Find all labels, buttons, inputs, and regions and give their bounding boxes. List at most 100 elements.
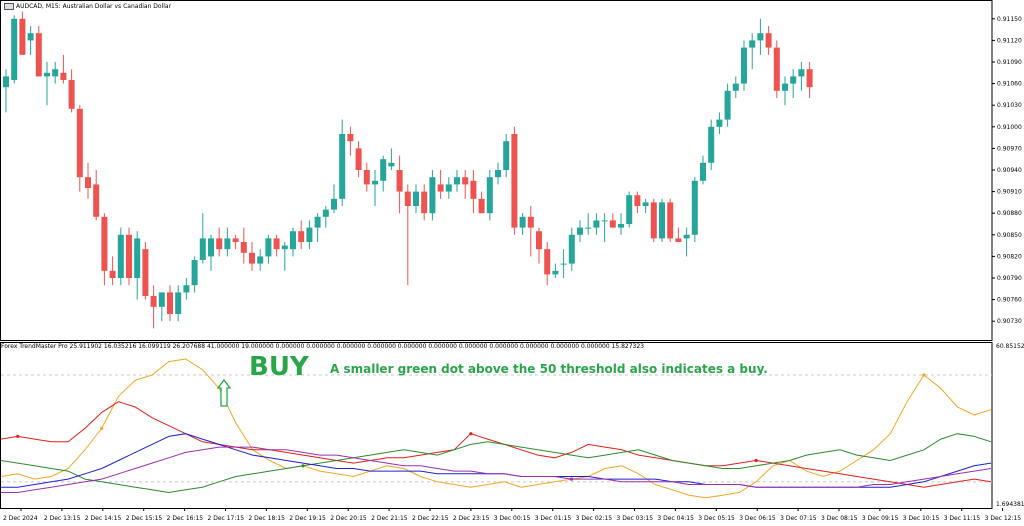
time-tick-label: 2 Dec 22:15 bbox=[412, 515, 449, 522]
candle-body bbox=[306, 227, 313, 242]
candle-body bbox=[142, 249, 149, 296]
candle-body bbox=[281, 245, 288, 250]
candle-body bbox=[634, 195, 641, 206]
candle-body bbox=[601, 220, 608, 222]
time-tick-label: 2 Dec 19:15 bbox=[289, 515, 326, 522]
candle-body bbox=[495, 170, 501, 178]
candle-body bbox=[462, 177, 469, 185]
candle-body bbox=[724, 90, 731, 120]
candle-body bbox=[290, 231, 296, 250]
candle-body bbox=[273, 238, 280, 250]
price-tick-label: 0.91000 bbox=[997, 124, 1022, 131]
time-tick-label: 2 Dec 14:15 bbox=[85, 515, 122, 522]
candle-body bbox=[675, 238, 682, 242]
candle-body bbox=[806, 69, 813, 88]
candle-body bbox=[208, 238, 214, 257]
candle-body bbox=[265, 238, 272, 257]
candle-body bbox=[355, 148, 362, 170]
candle-body bbox=[585, 227, 592, 229]
candle-body bbox=[60, 72, 67, 80]
candle-body bbox=[11, 18, 18, 80]
price-tick-label: 0.90910 bbox=[997, 189, 1022, 196]
indicator-dot bbox=[100, 426, 104, 430]
candle-body bbox=[544, 249, 551, 275]
price-tick-label: 0.91120 bbox=[997, 37, 1022, 44]
candle-body bbox=[798, 69, 805, 77]
candle-body bbox=[331, 198, 337, 210]
time-tick-label: 3 Dec 07:15 bbox=[780, 515, 817, 522]
candle-body bbox=[659, 202, 665, 239]
candle-body bbox=[257, 256, 264, 264]
time-tick-label: 3 Dec 01:15 bbox=[535, 515, 572, 522]
candle-body bbox=[642, 202, 649, 206]
indicator-dot bbox=[569, 477, 574, 481]
candle-body bbox=[650, 202, 657, 239]
candle-body bbox=[560, 263, 567, 265]
time-tick-label: 2 Dec 16:15 bbox=[167, 515, 204, 522]
candle-body bbox=[404, 191, 411, 206]
time-tick-label: 2 Dec 15:15 bbox=[126, 515, 163, 522]
time-tick-label: 3 Dec 04:15 bbox=[657, 515, 694, 522]
candle-body bbox=[388, 162, 395, 167]
candle-body bbox=[536, 231, 542, 250]
candle-body bbox=[298, 231, 305, 242]
candle-body bbox=[700, 162, 706, 181]
price-tick-label: 0.91090 bbox=[997, 59, 1022, 66]
candle-body bbox=[249, 252, 255, 264]
candle-body bbox=[363, 170, 370, 185]
indicator-line-red bbox=[0, 401, 992, 488]
candle-body bbox=[568, 234, 575, 264]
candle-body bbox=[44, 72, 50, 77]
candle-body bbox=[314, 216, 321, 228]
indicator-tick-label: 1.694381 bbox=[996, 501, 1024, 508]
indicator-pane-frame bbox=[0, 342, 993, 509]
candle-body bbox=[339, 134, 346, 199]
candle-body bbox=[741, 47, 747, 84]
candle-body bbox=[732, 83, 739, 91]
candle-body bbox=[454, 177, 460, 185]
time-tick-label: 3 Dec 08:15 bbox=[821, 515, 858, 522]
time-tick-label: 2 Dec 21:15 bbox=[371, 515, 408, 522]
candle-body bbox=[437, 184, 444, 192]
indicator-dot bbox=[922, 373, 926, 377]
price-tick-label: 0.90730 bbox=[997, 318, 1022, 325]
candle-body bbox=[667, 202, 674, 239]
time-tick-label: 3 Dec 06:15 bbox=[739, 515, 776, 522]
price-tick-label: 0.90880 bbox=[997, 210, 1022, 217]
candle-body bbox=[413, 191, 419, 206]
time-tick-label: 2 Dec 20:15 bbox=[330, 515, 367, 522]
candle-body bbox=[101, 216, 108, 271]
candle-body bbox=[626, 195, 633, 224]
time-tick-label: 3 Dec 09:15 bbox=[862, 515, 899, 522]
candle-body bbox=[76, 108, 83, 178]
candle-body bbox=[199, 238, 206, 260]
candle-body bbox=[117, 234, 124, 278]
candle-body bbox=[35, 33, 42, 77]
price-tick-label: 0.91030 bbox=[997, 102, 1022, 109]
time-tick-label: 3 Dec 05:15 bbox=[698, 515, 735, 522]
indicator-line-green bbox=[0, 433, 992, 494]
candle-body bbox=[609, 220, 616, 228]
candle-body bbox=[790, 76, 797, 84]
candle-body bbox=[749, 40, 756, 48]
candle-body bbox=[109, 270, 116, 278]
time-tick-label: 2 Dec 13:15 bbox=[44, 515, 81, 522]
candle-body bbox=[347, 134, 354, 142]
candle-body bbox=[232, 238, 239, 242]
candle-body bbox=[503, 141, 510, 170]
candle-body bbox=[683, 234, 690, 239]
candle-body bbox=[421, 191, 428, 214]
chart-title-text: AUDCAD, M15: Australian Dollar vs Canadi… bbox=[16, 3, 172, 10]
time-tick-label: 3 Dec 12:15 bbox=[985, 515, 1022, 522]
indicator-dot bbox=[754, 458, 758, 463]
time-tick-label: 3 Dec 11:15 bbox=[944, 515, 981, 522]
candle-body bbox=[445, 184, 452, 192]
candle-body bbox=[3, 76, 9, 88]
candle-body bbox=[167, 292, 173, 314]
up-arrow-icon bbox=[216, 378, 232, 407]
price-tick-label: 0.90790 bbox=[997, 275, 1022, 282]
candle-body bbox=[216, 238, 223, 250]
candle-body bbox=[150, 296, 157, 307]
